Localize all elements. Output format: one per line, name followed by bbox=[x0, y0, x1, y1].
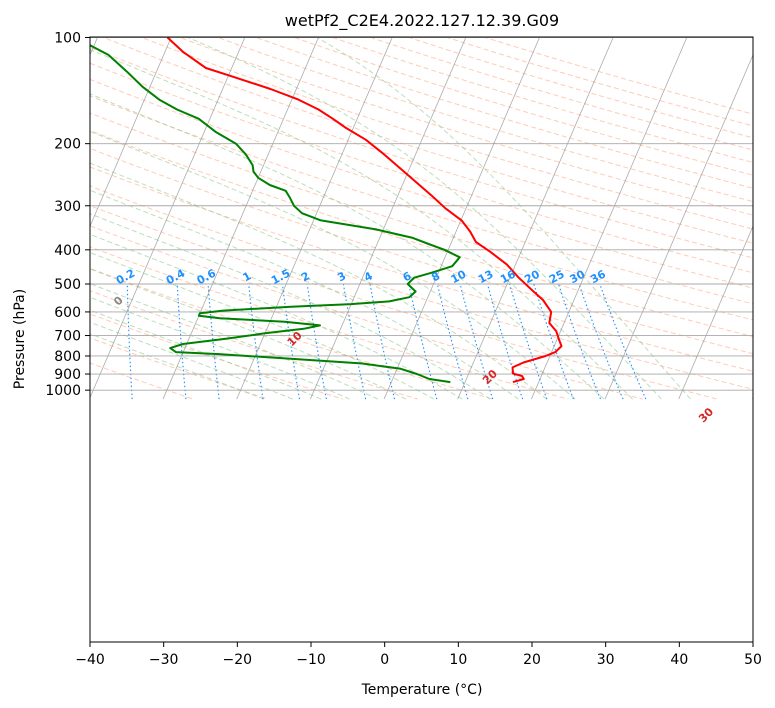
moist-adiabat bbox=[90, 283, 379, 400]
plot-background bbox=[90, 37, 753, 642]
mixing-ratio-label: 30 bbox=[568, 267, 588, 286]
isotherm bbox=[678, 225, 753, 400]
dry-adiabat bbox=[90, 112, 753, 321]
chart-title: wetPf2_C2E4.2022.127.12.39.G09 bbox=[285, 11, 559, 31]
moist-adiabat bbox=[90, 213, 491, 400]
y-tick-label: 800 bbox=[54, 349, 81, 365]
dry-adiabat bbox=[177, 37, 753, 216]
moist-adiabat bbox=[90, 251, 435, 400]
y-tick-label: 500 bbox=[54, 277, 81, 293]
dry-adiabat bbox=[139, 37, 753, 230]
plot-frame bbox=[89, 36, 754, 643]
mixing-ratio-line bbox=[599, 283, 647, 400]
y-tick-label: 300 bbox=[54, 199, 81, 215]
y-tick-label: 400 bbox=[54, 243, 81, 259]
x-tick-label: 0 bbox=[380, 652, 389, 668]
mixing-ratio-line bbox=[342, 283, 367, 400]
isotherm bbox=[310, 37, 467, 400]
y-tick-label: 600 bbox=[54, 305, 81, 321]
isotherm bbox=[90, 37, 246, 399]
dry-adiabat bbox=[90, 147, 753, 355]
x-tick-label: 50 bbox=[744, 652, 762, 668]
isotherm bbox=[236, 37, 393, 400]
mixing-ratio-line bbox=[176, 283, 187, 400]
mixing-ratio-label: 36 bbox=[588, 267, 608, 286]
temperature-curve bbox=[166, 37, 563, 384]
mixing-ratio-label: 16 bbox=[498, 267, 518, 286]
grid-layer bbox=[90, 37, 753, 400]
dry-adiabat bbox=[90, 78, 753, 289]
x-tick-label: 40 bbox=[670, 652, 688, 668]
x-tick-label: −40 bbox=[75, 652, 105, 668]
mixing-ratio-line bbox=[459, 283, 494, 400]
y-tick-label: 900 bbox=[54, 367, 81, 383]
x-tick-label: −10 bbox=[296, 652, 326, 668]
curves-layer bbox=[90, 37, 563, 384]
isotherm bbox=[162, 37, 320, 400]
x-axis-title: Temperature (°C) bbox=[361, 682, 483, 698]
y-tick-label: 1000 bbox=[45, 383, 81, 399]
dewpoint-curve bbox=[90, 44, 461, 384]
y-tick-label: 200 bbox=[54, 137, 81, 153]
x-tick-label: −20 bbox=[223, 652, 253, 668]
dry-adiabat bbox=[253, 37, 753, 189]
mixing-ratio-label: 25 bbox=[547, 268, 567, 287]
x-tick-label: −30 bbox=[149, 652, 179, 668]
isotherm bbox=[383, 37, 541, 400]
y-tick-label: 100 bbox=[54, 31, 81, 47]
mixing-ratio-label: 13 bbox=[476, 268, 496, 287]
dry-adiabat bbox=[90, 129, 753, 338]
y-tick-label: 700 bbox=[54, 329, 81, 345]
mixing-ratio-line bbox=[408, 283, 438, 400]
x-axis: −40 −30 −20 −10 0 10 20 30 40 50 bbox=[75, 642, 762, 668]
mixing-ratio-line bbox=[486, 283, 524, 400]
x-tick-label: 10 bbox=[449, 652, 467, 668]
mixing-ratio-line bbox=[436, 283, 469, 400]
isotherm bbox=[604, 53, 753, 400]
isotherm bbox=[457, 37, 614, 400]
moist-adiabat bbox=[90, 189, 519, 400]
moist-adiabat bbox=[90, 130, 576, 400]
y-axis-title: Pressure (hPa) bbox=[12, 289, 28, 389]
x-tick-label: 30 bbox=[597, 652, 615, 668]
moist-adiabat bbox=[90, 268, 407, 400]
moist-adiabat bbox=[90, 233, 463, 400]
mixing-ratio-label: 10 bbox=[449, 267, 469, 286]
dry-adiabat bbox=[101, 37, 753, 244]
mixing-ratio-label: 20 bbox=[522, 267, 542, 286]
mixing-ratio-line bbox=[369, 283, 396, 400]
moist-adiabat bbox=[90, 93, 605, 400]
mixing-ratio-line bbox=[207, 283, 220, 400]
dry-adiabat bbox=[90, 166, 753, 372]
moist-adiabat bbox=[90, 321, 293, 400]
x-tick-label: 20 bbox=[523, 652, 541, 668]
